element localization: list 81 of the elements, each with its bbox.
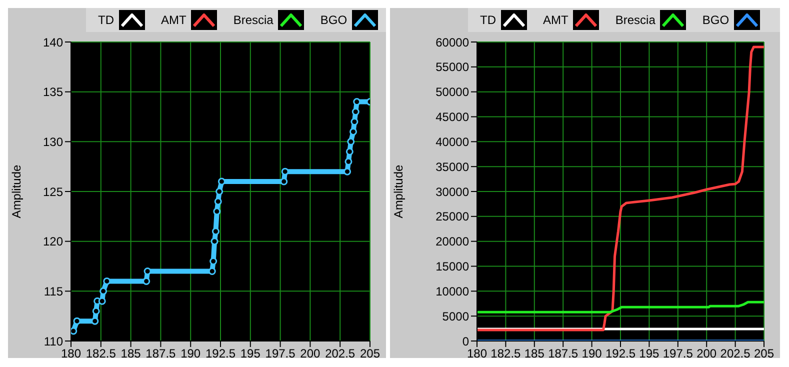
y-tick-label: 115 [44, 284, 64, 298]
y-tick-label: 20000 [436, 234, 470, 249]
y-tick-label: 135 [42, 85, 64, 100]
y-tick-label: 140 [42, 35, 64, 50]
point [210, 238, 218, 246]
y-tick-label: 125 [42, 184, 64, 199]
point [142, 277, 150, 285]
point [98, 297, 106, 305]
x-tick-label: 187.5 [548, 346, 578, 361]
point [73, 317, 81, 325]
x-tick-label: 180 [467, 346, 488, 361]
point [213, 208, 221, 216]
x-tick-label: 182.5 [86, 346, 116, 361]
x-tick-label: 195 [639, 346, 660, 361]
point [214, 198, 222, 206]
x-tick-label: 180 [60, 346, 82, 361]
x-tick-label: 200 [696, 346, 717, 361]
legend-label: AMT [161, 13, 186, 27]
y-tick-label: 120 [42, 234, 64, 249]
legend-label: AMT [543, 13, 568, 27]
point [210, 258, 218, 266]
x-tick-label: 202.5 [720, 346, 751, 361]
x-tick-label: 197.5 [662, 346, 694, 361]
y-tick-label: 25000 [436, 210, 470, 224]
point [344, 168, 352, 176]
point [212, 228, 220, 236]
point [350, 128, 358, 136]
line-series [477, 300, 764, 314]
x-tick-label: 205 [360, 346, 380, 361]
y-tick-label: 0 [462, 334, 470, 348]
point [91, 317, 99, 325]
point [352, 108, 360, 116]
x-tick-label: 190 [582, 346, 602, 361]
x-tick-label: 185 [524, 346, 545, 361]
point [344, 158, 352, 166]
point [208, 267, 216, 275]
point [71, 327, 78, 335]
point [103, 277, 111, 285]
point [280, 178, 288, 186]
x-tick-label: 200 [300, 346, 321, 361]
y-tick-label: 110 [44, 334, 64, 348]
x-tick-label: 182.5 [490, 346, 522, 361]
legend-label: Brescia [233, 13, 274, 27]
line-series [477, 46, 764, 332]
point [353, 98, 361, 106]
x-tick-label: 205 [754, 346, 774, 361]
x-tick-label: 187.5 [146, 346, 176, 361]
point [281, 168, 289, 176]
point [92, 307, 100, 315]
y-tick-label: 30000 [436, 184, 470, 199]
y-tick-label: 15000 [436, 260, 470, 274]
y-axis-title: Amplitude [9, 164, 24, 218]
x-tick-label: 197.5 [265, 346, 296, 361]
x-tick-label: 192.5 [606, 346, 636, 361]
y-tick-label: 5000 [442, 309, 470, 324]
y-axis-title: Amplitude [391, 164, 406, 218]
x-tick-label: 202.5 [325, 346, 356, 361]
legend-label: Brescia [615, 13, 656, 27]
y-tick-label: 130 [42, 134, 64, 149]
point [347, 138, 355, 146]
y-tick-label: 35000 [436, 160, 470, 174]
point [216, 188, 224, 196]
y-tick-label: 10000 [436, 284, 470, 298]
y-tick-label: 50000 [436, 85, 470, 100]
y-tick-label: 55000 [436, 60, 470, 74]
point [350, 118, 358, 126]
y-tick-label: 60000 [436, 35, 470, 50]
legend-label: TD [480, 13, 496, 27]
x-tick-label: 192.5 [205, 346, 236, 361]
legend-label: TD [98, 13, 114, 27]
y-tick-label: 40000 [436, 134, 470, 149]
y-tick-label: 45000 [436, 110, 470, 124]
point [218, 178, 226, 186]
point [144, 267, 152, 275]
point [346, 148, 354, 156]
legend-label: BGO [702, 13, 730, 27]
legend-label: BGO [320, 13, 348, 27]
point [100, 287, 108, 295]
x-tick-label: 185 [120, 346, 142, 361]
x-tick-label: 190 [180, 346, 201, 361]
x-tick-label: 195 [240, 346, 261, 361]
